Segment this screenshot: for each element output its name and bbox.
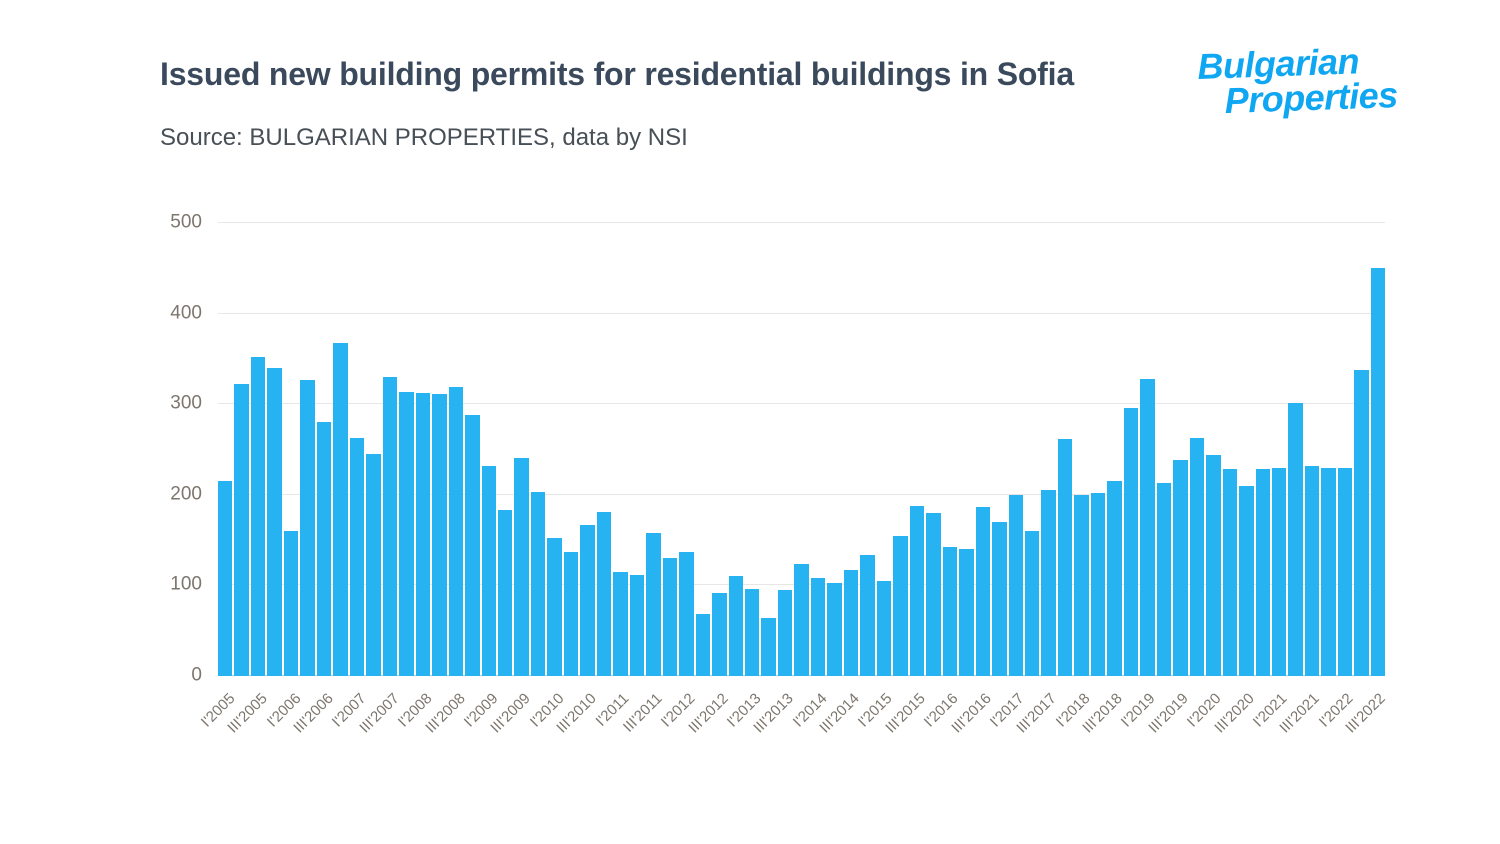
bar (563, 551, 579, 676)
gridline-300 (218, 403, 1385, 405)
bar (1156, 483, 1172, 676)
bar (679, 551, 694, 676)
bar (810, 578, 826, 676)
bar (1057, 438, 1073, 676)
bar (349, 437, 365, 676)
bar (761, 618, 776, 676)
y-axis-label: 0 (191, 664, 202, 686)
bar (1140, 378, 1155, 676)
bar (942, 547, 958, 676)
bar (893, 535, 908, 676)
bar (1107, 481, 1122, 676)
bar (1354, 369, 1369, 676)
bar (1272, 467, 1287, 676)
bar (975, 506, 991, 676)
bar (580, 524, 595, 676)
bar (1123, 407, 1139, 676)
bar (1074, 494, 1089, 676)
source-subtitle: Source: BULGARIAN PROPERTIES, data by NS… (160, 124, 688, 151)
bar (1008, 494, 1023, 676)
gridline-400 (218, 312, 1385, 314)
bar (250, 357, 266, 676)
bar (366, 454, 381, 676)
bar (712, 592, 727, 676)
bar (596, 512, 612, 676)
bar (909, 505, 925, 676)
bar (465, 415, 480, 676)
bar (300, 379, 315, 676)
bar (514, 457, 529, 676)
bar (333, 342, 348, 676)
gridline-200 (218, 493, 1385, 495)
bar (1189, 437, 1205, 676)
bar (777, 589, 793, 676)
bar (662, 558, 678, 676)
bar (530, 492, 546, 676)
bar (992, 521, 1007, 676)
bar (415, 393, 431, 676)
y-axis-label: 100 (170, 573, 202, 595)
bar (695, 614, 711, 676)
bar (497, 510, 513, 676)
bar (1370, 268, 1386, 676)
bar-chart: 0 100 200 300 400 500 I'2005 III'2005 I'2006 III… (170, 212, 1389, 737)
bar (218, 481, 233, 676)
bar (481, 465, 496, 676)
bar (1304, 465, 1320, 676)
bar (316, 422, 332, 676)
bar (432, 394, 447, 676)
bar (860, 554, 875, 676)
bar (1337, 467, 1353, 676)
bar (283, 531, 299, 676)
bar (876, 580, 892, 676)
bar (827, 582, 842, 676)
y-axis-label: 200 (170, 483, 202, 505)
gridline-500 (218, 222, 1385, 223)
y-axis-label: 400 (170, 302, 202, 324)
bar (1239, 485, 1254, 676)
bar (1321, 467, 1336, 676)
bar (399, 392, 414, 676)
bar (629, 574, 645, 676)
bar (926, 512, 941, 676)
bar (1288, 403, 1303, 676)
bar (382, 377, 398, 676)
bar (728, 576, 743, 676)
brand-logo: Bulgarian Properties (1197, 40, 1429, 122)
y-axis-label: 500 (170, 211, 202, 233)
bar (448, 387, 464, 676)
bar (1041, 490, 1056, 676)
bars-container (218, 223, 1386, 676)
bar (547, 538, 562, 676)
bar (267, 367, 282, 676)
bar (959, 549, 974, 676)
bar (1206, 454, 1221, 676)
bar (1173, 460, 1188, 676)
bar (1090, 493, 1106, 676)
x-axis: I'2005 III'2005 I'2006 III'2006 I'2007 III'20… (198, 684, 1389, 774)
bar (1024, 531, 1040, 676)
bar (234, 384, 249, 676)
bar (794, 563, 809, 676)
bar (1222, 469, 1238, 676)
bar (1255, 469, 1270, 676)
bar (613, 571, 628, 676)
page-title: Issued new building permits for resident… (160, 56, 1074, 92)
y-axis-label: 300 (170, 392, 202, 414)
brand-logo-line2: Properties (1223, 74, 1399, 122)
bar (646, 532, 661, 676)
bar (843, 570, 859, 676)
bar (745, 589, 760, 676)
